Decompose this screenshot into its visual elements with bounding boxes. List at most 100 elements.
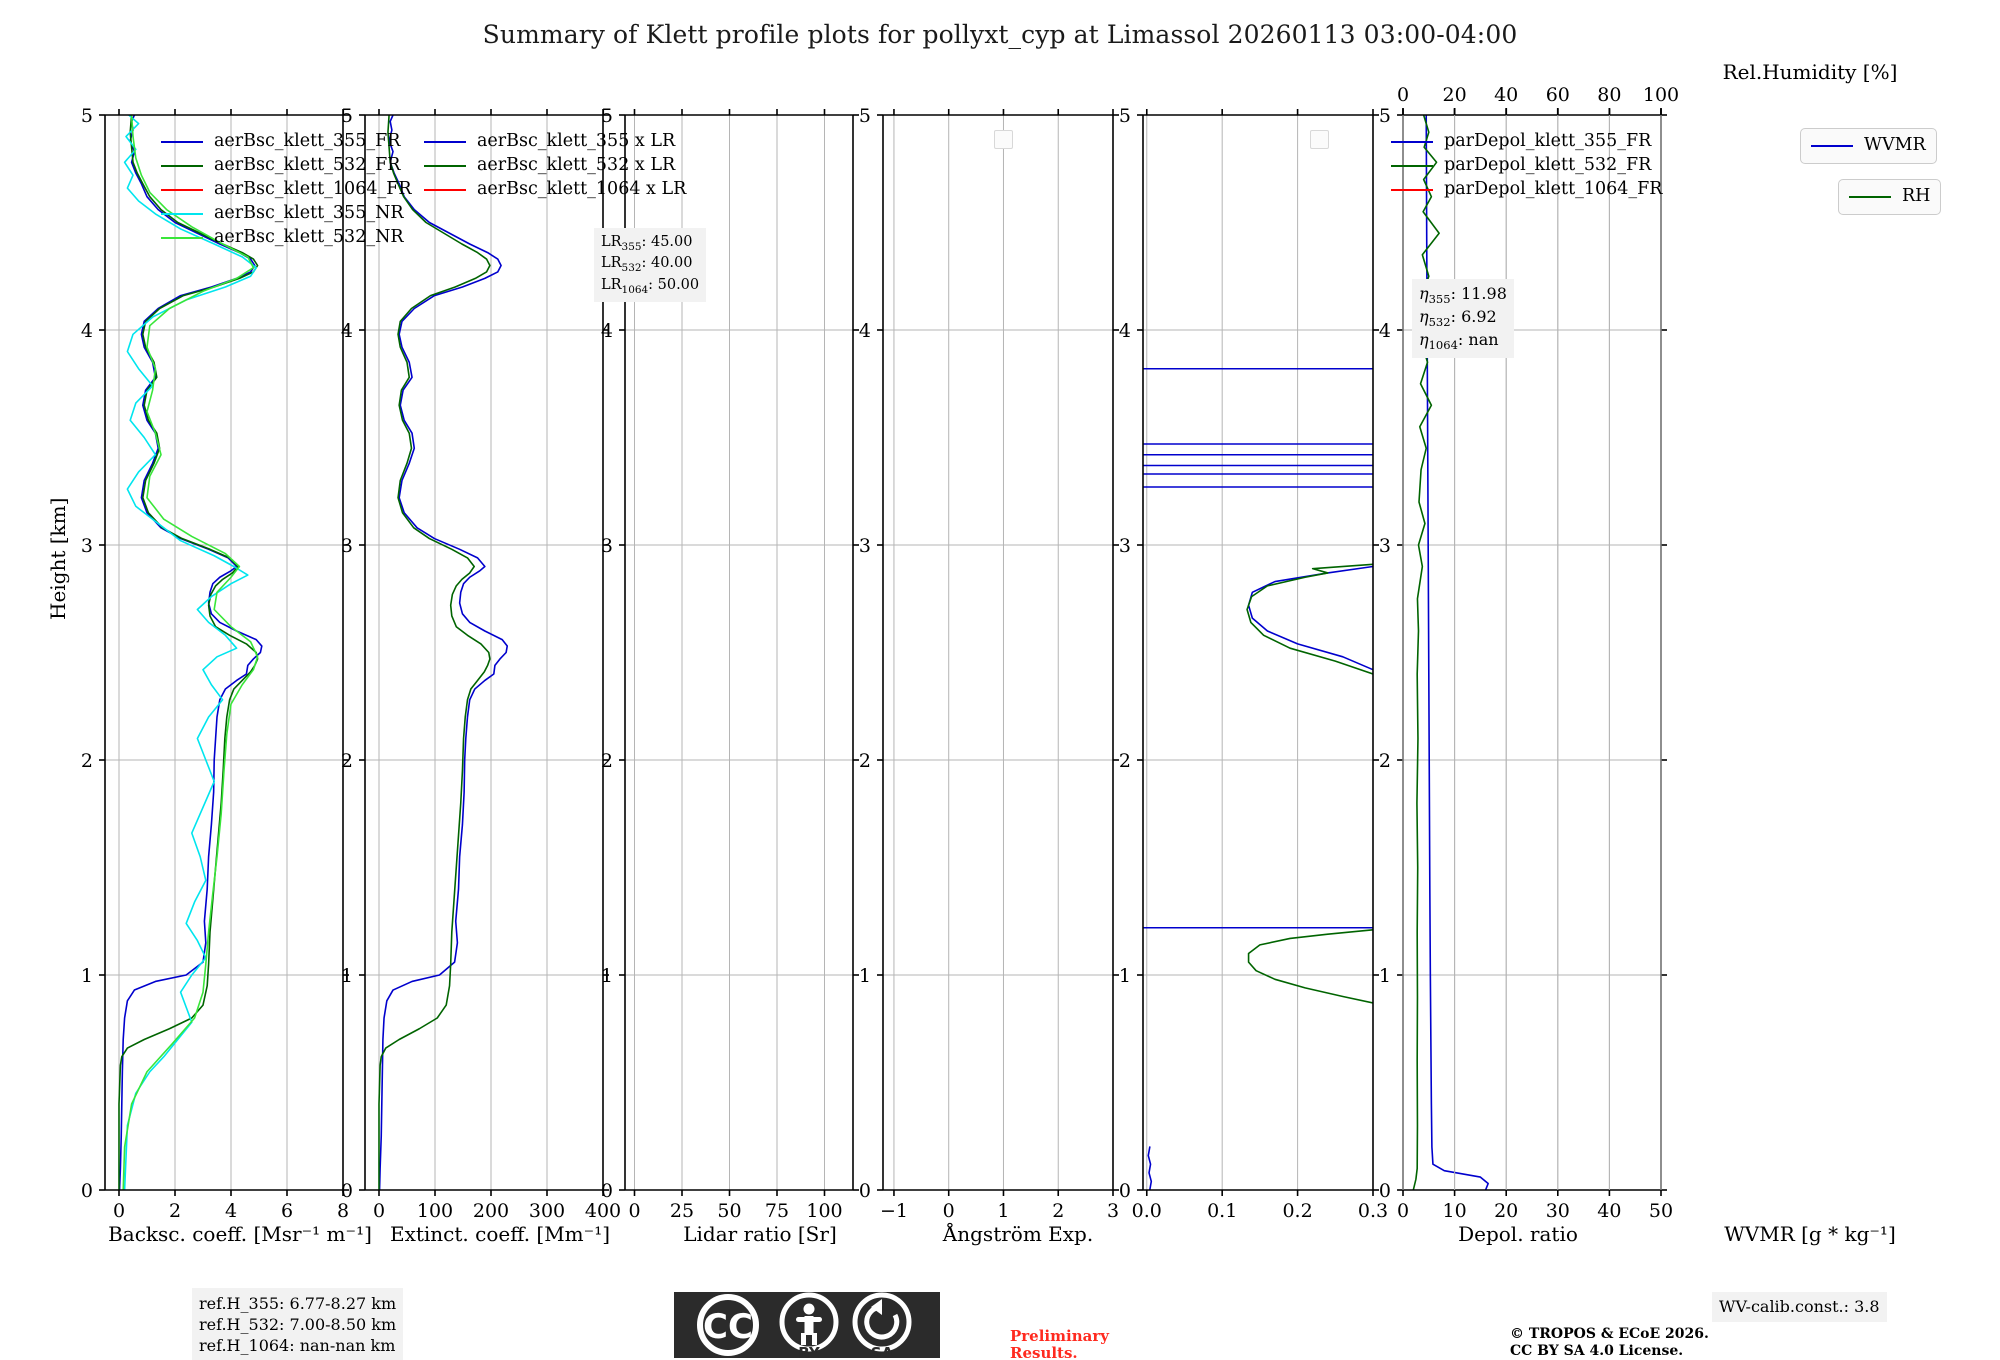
legend-depol-ratio: parDepol_klett_355_FR parDepol_klett_532… (1385, 130, 1662, 202)
ref-height-355: ref.H_355: 6.77-8.27 km (199, 1294, 397, 1313)
legend-item[interactable]: aerBsc_klett_355_FR (155, 130, 412, 154)
top-x-tick-label: 80 (1597, 84, 1621, 106)
cc-badge-svg: CC BY SA (672, 1290, 942, 1360)
legend-swatch-ext-1064 (424, 189, 466, 191)
wv-calib-text: WV-calib.const.: 3.8 (1719, 1297, 1880, 1316)
legend-item[interactable]: aerBsc_klett_1064_FR (155, 178, 412, 202)
y-tick-label: 1 (1379, 965, 1391, 987)
panel-backscatter: 0 2 4 6 8 0 1 2 3 4 5 (81, 105, 349, 1222)
legend-backscatter: aerBsc_klett_355_FR aerBsc_klett_532_FR … (155, 130, 412, 250)
annotation-eta-values: η355: 11.98 η532: 6.92 η1064: nan (1412, 279, 1514, 358)
legend-item[interactable]: aerBsc_klett_532 x LR (418, 154, 686, 178)
x-tick-label: 1 (997, 1200, 1009, 1222)
legend-swatch-ext-532 (424, 165, 466, 167)
copyright-note: © TROPOS & ECoE 2026. CC BY SA 4.0 Licen… (1510, 1326, 1709, 1360)
series-group (1412, 115, 1489, 1190)
y-tick-label: 5 (859, 105, 871, 127)
annotation-line-eta532: η532: 6.92 (1419, 306, 1497, 330)
y-tick-label: 3 (601, 535, 613, 557)
x-tick-label: 100 (417, 1200, 453, 1222)
preliminary-line-1: Preliminary (1010, 1327, 1109, 1345)
legend-label: aerBsc_klett_355_NR (214, 203, 404, 224)
y-tick-label: 2 (601, 750, 613, 772)
annotation-line-lr532: LR532: 40.00 (601, 255, 693, 275)
y-tick-label: 1 (1119, 965, 1131, 987)
x-tick-label: 0 (113, 1200, 125, 1222)
legend-item[interactable]: aerBsc_klett_355_NR (155, 202, 412, 226)
legend-item[interactable]: parDepol_klett_532_FR (1385, 154, 1662, 178)
y-tick-label: 3 (81, 535, 93, 557)
legend-swatch-aerbsc-355-nr (161, 213, 203, 215)
y-tick-label: 2 (1119, 750, 1131, 772)
x-tick-label: 0.1 (1207, 1200, 1237, 1222)
legend-extinction: aerBsc_klett_355 x LR aerBsc_klett_532 x… (418, 130, 686, 202)
annotation-line-eta1064: η1064: nan (1419, 329, 1499, 353)
toplabel-rel-humidity: Rel.Humidity [%] (1722, 60, 1898, 84)
cc-icon: CC (697, 1294, 759, 1356)
xlabel-lidar-ratio: Lidar ratio [Sr] (683, 1222, 837, 1246)
x-tick-label: 6 (281, 1200, 293, 1222)
sa-label: SA (871, 1344, 894, 1360)
figure-title: Summary of Klett profile plots for polly… (482, 20, 1518, 49)
x-tick-label: −1 (880, 1200, 908, 1222)
legend-label: parDepol_klett_1064_FR (1444, 179, 1663, 200)
legend-label: aerBsc_klett_1064 x LR (477, 179, 687, 200)
y-tick-label: 5 (1379, 105, 1391, 127)
x-tick-label: 0 (628, 1200, 640, 1222)
y-tick-label: 3 (1379, 535, 1391, 557)
series-line-WVMR (1425, 115, 1489, 1190)
x-tick-label: 0 (943, 1200, 955, 1222)
y-tick-label: 0 (859, 1180, 871, 1202)
y-tick-label: 3 (1119, 535, 1131, 557)
ref-height-532: ref.H_532: 7.00-8.50 km (199, 1315, 397, 1335)
x-tick-label: 0.0 (1132, 1200, 1162, 1222)
legend-item[interactable]: parDepol_klett_1064_FR (1385, 178, 1662, 202)
legend-swatch-aerbsc-532-nr (161, 237, 203, 239)
top-x-tick-label: 60 (1546, 84, 1570, 106)
x-tick-label: 0 (373, 1200, 385, 1222)
legend-placeholder-angstrom[interactable] (1310, 130, 1329, 149)
legend-item[interactable]: aerBsc_klett_532_NR (155, 226, 412, 250)
panel-angstrom-exponent: −1 0 1 2 3 0 1 2 3 4 5 (859, 105, 1119, 1222)
y-tick-label: 5 (341, 105, 353, 127)
y-tick-label: 0 (1379, 1180, 1391, 1202)
legend-item[interactable]: aerBsc_klett_532_FR (155, 154, 412, 178)
preliminary-results-note: Preliminary Results. (1010, 1327, 1109, 1360)
y-tick-label: 1 (859, 965, 871, 987)
legend-label: parDepol_klett_355_FR (1444, 131, 1652, 152)
x-tick-label: 0 (1397, 1200, 1409, 1222)
xlabel-wvmr: WVMR [g * kg⁻¹] (1724, 1222, 1896, 1246)
legend-swatch-rh (1849, 196, 1891, 198)
svg-text:CC: CC (703, 1307, 753, 1347)
series-group (118, 115, 263, 1190)
legend-swatch-wvmr (1811, 145, 1853, 147)
legend-item[interactable]: parDepol_klett_355_FR (1385, 130, 1662, 154)
legend-item[interactable]: RH (1843, 185, 1930, 209)
xlabel-extinction: Extinct. coeff. [Mm⁻¹] (389, 1222, 611, 1246)
top-x-tick-label: 100 (1643, 84, 1679, 106)
legend-item[interactable]: aerBsc_klett_355 x LR (418, 130, 686, 154)
y-tick-label: 5 (601, 105, 613, 127)
series-line-RH (1412, 115, 1440, 1190)
legend-label: aerBsc_klett_532_FR (214, 155, 401, 176)
legend-label: aerBsc_klett_1064_FR (214, 179, 412, 200)
legend-item[interactable]: aerBsc_klett_1064 x LR (418, 178, 686, 202)
legend-wvmr: WVMR (1800, 128, 1937, 164)
copyright-line-1: © TROPOS & ECoE 2026. (1510, 1326, 1709, 1342)
legend-placeholder-lidar-ratio[interactable] (994, 130, 1013, 149)
by-icon (779, 1292, 839, 1352)
legend-swatch-aerbsc-355-fr (161, 141, 203, 143)
series-line-aerBsc_klett_532_FR (118, 115, 259, 1190)
xlabel-depol-ratio: Depol. ratio (1458, 1222, 1578, 1246)
x-tick-label: 0.3 (1358, 1200, 1388, 1222)
by-label: BY (798, 1344, 821, 1360)
legend-item[interactable]: WVMR (1805, 134, 1926, 158)
legend-swatch-aerbsc-532-fr (161, 165, 203, 167)
cc-license-badge[interactable]: CC BY SA (672, 1290, 942, 1360)
x-tick-label: 2 (1052, 1200, 1064, 1222)
y-tick-label: 0 (601, 1180, 613, 1202)
top-x-tick-label: 20 (1443, 84, 1467, 106)
y-tick-label: 4 (1119, 320, 1131, 342)
x-tick-label: 3 (1107, 1200, 1119, 1222)
y-tick-label: 0 (81, 1180, 93, 1202)
